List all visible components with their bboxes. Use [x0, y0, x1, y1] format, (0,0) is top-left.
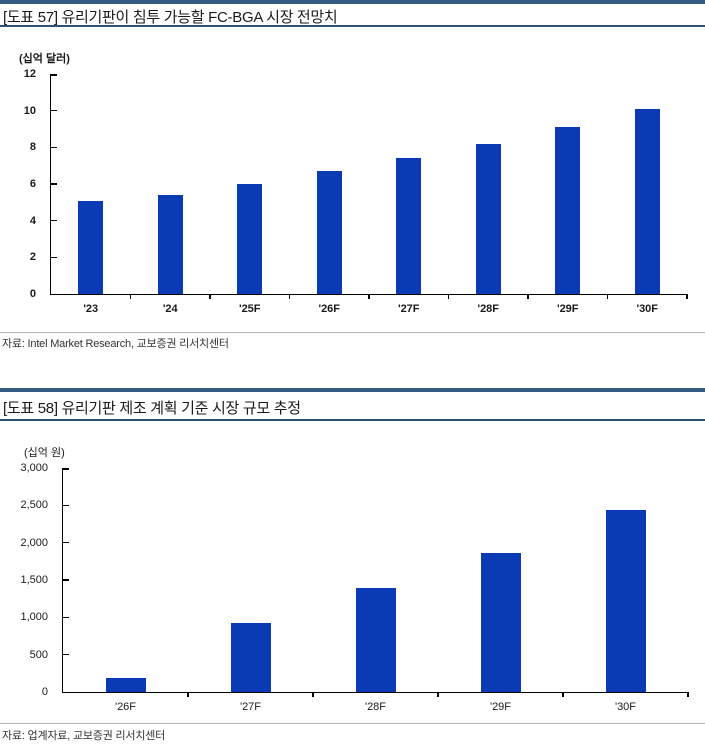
- y-tick-mark: [63, 579, 69, 581]
- x-tick-mark: [527, 294, 529, 299]
- figure-57: [도표 57] 유리기판이 침투 가능할 FC-BGA 시장 전망치 (십억 달…: [0, 0, 705, 360]
- x-tick-label: '28F: [477, 303, 500, 315]
- x-tick-mark: [288, 294, 291, 299]
- x-tick-mark: [606, 294, 609, 299]
- y-tick-label: 8: [29, 141, 36, 154]
- y-tick-mark: [51, 183, 57, 185]
- y-tick-mark: [51, 74, 57, 76]
- figure-58-title: [도표 58] 유리기판 제조 계획 기준 시장 규모 추정: [3, 400, 301, 417]
- y-tick-label: 2,500: [20, 499, 48, 512]
- y-tick-mark: [51, 219, 57, 222]
- figure-57-header-bar: [0, 0, 705, 4]
- x-tick-label: '26F: [318, 303, 341, 315]
- y-tick-mark: [63, 468, 69, 470]
- y-tick-label: 3,000: [20, 462, 48, 474]
- bar-28F: [475, 143, 501, 294]
- x-tick-label: '30F: [636, 303, 659, 315]
- x-tick-mark: [687, 692, 689, 697]
- y-tick-label: 1,000: [20, 611, 48, 624]
- figure-58-source: 자료: 업계자료, 교보증권 리서치센터: [2, 730, 166, 742]
- y-tick-mark: [63, 541, 69, 544]
- x-tick-mark: [209, 294, 211, 299]
- y-tick-label: 1,500: [20, 574, 48, 586]
- bar-29F: [555, 127, 581, 294]
- figure-57-y-axis-unit: (십억 달러): [19, 53, 70, 65]
- bar-29F: [480, 553, 521, 692]
- x-tick-mark: [686, 294, 688, 299]
- y-tick-mark: [51, 109, 57, 112]
- figure-57-source: 자료: Intel Market Research, 교보증권 리서치센터: [2, 338, 229, 350]
- x-tick-mark: [447, 294, 450, 299]
- y-tick-mark: [51, 256, 57, 259]
- y-tick-label: 500: [29, 648, 48, 661]
- figure-58-header-bar: [0, 388, 705, 392]
- bar-30F: [634, 108, 660, 294]
- x-tick-label: '29F: [489, 701, 512, 713]
- bar-23: [78, 200, 104, 294]
- figure-57-title: [도표 57] 유리기판이 침투 가능할 FC-BGA 시장 전망치: [3, 9, 338, 26]
- bar-24: [157, 195, 183, 294]
- bar-25F: [237, 184, 263, 294]
- bar-28F: [355, 588, 396, 692]
- y-tick-label: 2: [29, 251, 36, 264]
- x-tick-mark: [562, 692, 564, 697]
- bar-27F: [230, 622, 271, 692]
- bar-26F: [316, 171, 342, 294]
- x-tick-mark: [368, 294, 370, 299]
- y-tick-mark: [63, 653, 69, 656]
- y-tick-mark: [63, 504, 69, 507]
- figure-57-title-rule: [0, 25, 705, 27]
- bar-27F: [396, 158, 422, 294]
- x-tick-label: '27F: [239, 701, 262, 713]
- x-tick-label: '28F: [364, 701, 387, 713]
- x-tick-mark: [129, 294, 132, 299]
- x-tick-mark: [437, 692, 439, 697]
- x-tick-label: '26F: [114, 701, 137, 713]
- x-tick-label: '27F: [397, 303, 420, 315]
- x-tick-mark: [312, 692, 314, 697]
- y-tick-mark: [51, 146, 57, 149]
- figure-57-plot-area: 0 2 4 6 8 10 12 '23 '24 '25F '26F '27F '28F '29F '30F: [24, 68, 688, 315]
- x-tick-label: '30F: [614, 701, 637, 713]
- x-tick-label: '25F: [238, 303, 261, 315]
- bar-26F: [105, 677, 146, 692]
- y-tick-label: 0: [41, 686, 48, 698]
- x-tick-mark: [187, 692, 189, 697]
- y-tick-label: 2,000: [20, 536, 48, 549]
- x-tick-label: '29F: [556, 303, 579, 315]
- x-tick-label: '24: [162, 303, 178, 315]
- y-tick-mark: [63, 616, 69, 619]
- figure-58-plot-area: 0 500 1,000 1,500 2,000 2,500 3,000 '26F '27F '28…: [20, 462, 689, 713]
- figure-57-source-separator: [0, 332, 705, 333]
- figure-58-title-rule: [0, 419, 705, 421]
- figure-58: [도표 58] 유리기판 제조 계획 기준 시장 규모 추정 (십억 원) 0 5…: [0, 388, 705, 751]
- y-tick-label: 0: [29, 288, 36, 300]
- y-tick-label: 10: [23, 104, 36, 117]
- figure-58-source-separator: [0, 723, 705, 724]
- x-tick-label: '23: [83, 303, 99, 315]
- bar-30F: [605, 509, 646, 692]
- y-tick-label: 12: [23, 68, 36, 80]
- figure-58-y-axis-unit: (십억 원): [24, 447, 65, 459]
- y-tick-label: 6: [29, 178, 36, 190]
- y-tick-label: 4: [29, 214, 36, 227]
